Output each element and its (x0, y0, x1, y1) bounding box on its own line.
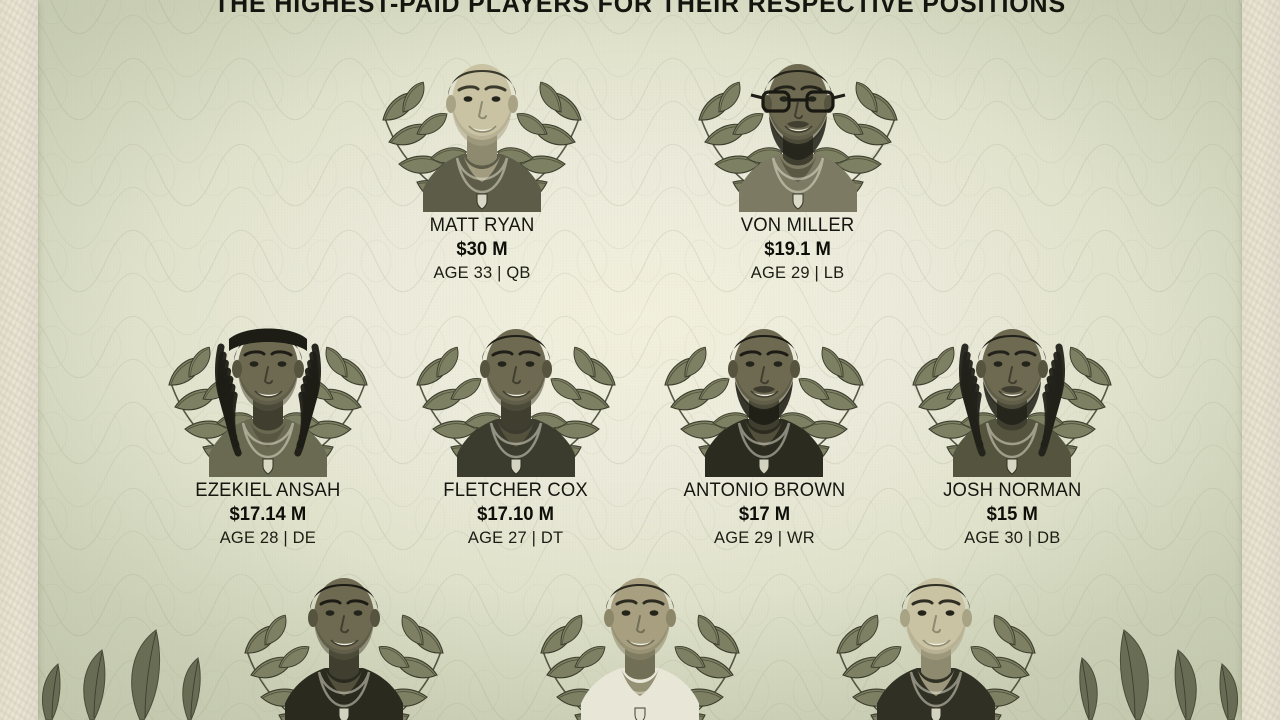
player-name: MATT RYAN (429, 215, 535, 236)
player-salary: $19.1 M (764, 238, 832, 260)
player-card[interactable] (827, 545, 1045, 720)
player-salary: $17.10 M (477, 503, 555, 525)
player-headshot (457, 299, 575, 477)
page-title: THE HIGHEST-PAID PLAYERS FOR THEIR RESPE… (214, 0, 1066, 18)
player-row-1: MATT RYAN $30 M AGE 33 | QB (38, 20, 1242, 283)
border-strip-right (1242, 0, 1280, 720)
player-salary: $15 M (986, 503, 1038, 525)
player-portrait-group (827, 545, 1045, 720)
player-age-position: AGE 27 | DT (468, 528, 564, 548)
player-name: VON MILLER (741, 215, 855, 236)
player-caption: VON MILLER $19.1 M AGE 29 | LB (739, 215, 856, 283)
player-portrait-group (655, 285, 873, 489)
player-caption: JOSH NORMAN $15 M AGE 30 | DB (941, 480, 1084, 548)
player-headshot (209, 299, 327, 477)
player-name: ANTONIO BROWN (683, 480, 845, 501)
player-card[interactable]: EZEKIEL ANSAH $17.14 M AGE 28 | DE (159, 285, 377, 548)
player-portrait-group (373, 20, 591, 224)
border-strip-left (0, 0, 38, 720)
player-card[interactable]: ANTONIO BROWN $17 M AGE 29 | WR (655, 285, 873, 548)
player-headshot (877, 548, 995, 720)
player-age-position: AGE 33 | QB (433, 263, 531, 283)
player-card[interactable]: JOSH NORMAN $15 M AGE 30 | DB (903, 285, 1121, 548)
player-portrait-group (689, 20, 907, 224)
player-card[interactable]: MATT RYAN $30 M AGE 33 | QB (373, 20, 591, 283)
player-headshot (423, 34, 541, 212)
player-card[interactable]: FLETCHER COX $17.10 M AGE 27 | DT (407, 285, 625, 548)
player-name: JOSH NORMAN (942, 480, 1082, 501)
player-headshot (739, 34, 857, 212)
player-portrait-group (235, 545, 453, 720)
player-card[interactable] (531, 545, 749, 720)
player-portrait-group (531, 545, 749, 720)
player-salary: $17 M (738, 503, 790, 525)
player-age-position: AGE 28 | DE (219, 528, 317, 548)
player-headshot (705, 299, 823, 477)
player-caption: FLETCHER COX $17.10 M AGE 27 | DT (441, 480, 590, 548)
player-headshot (953, 299, 1071, 477)
player-headshot (285, 548, 403, 720)
player-caption: EZEKIEL ANSAH $17.14 M AGE 28 | DE (193, 480, 343, 548)
player-age-position: AGE 29 | WR (713, 528, 815, 548)
player-salary: $30 M (456, 238, 508, 260)
player-card[interactable]: VON MILLER $19.1 M AGE 29 | LB (689, 20, 907, 283)
player-name: EZEKIEL ANSAH (195, 480, 341, 501)
player-card[interactable] (235, 545, 453, 720)
player-age-position: AGE 29 | LB (751, 263, 845, 283)
player-salary: $17.14 M (229, 503, 307, 525)
player-portrait-group (159, 285, 377, 489)
player-caption: ANTONIO BROWN $17 M AGE 29 | WR (681, 480, 848, 548)
player-caption: MATT RYAN $30 M AGE 33 | QB (428, 215, 536, 283)
player-name: FLETCHER COX (443, 480, 589, 501)
player-portrait-group (407, 285, 625, 489)
player-row-2: EZEKIEL ANSAH $17.14 M AGE 28 | DE (38, 285, 1242, 548)
player-row-3 (38, 545, 1242, 720)
player-age-position: AGE 30 | DB (963, 528, 1061, 548)
player-portrait-group (903, 285, 1121, 489)
player-headshot (581, 548, 699, 720)
